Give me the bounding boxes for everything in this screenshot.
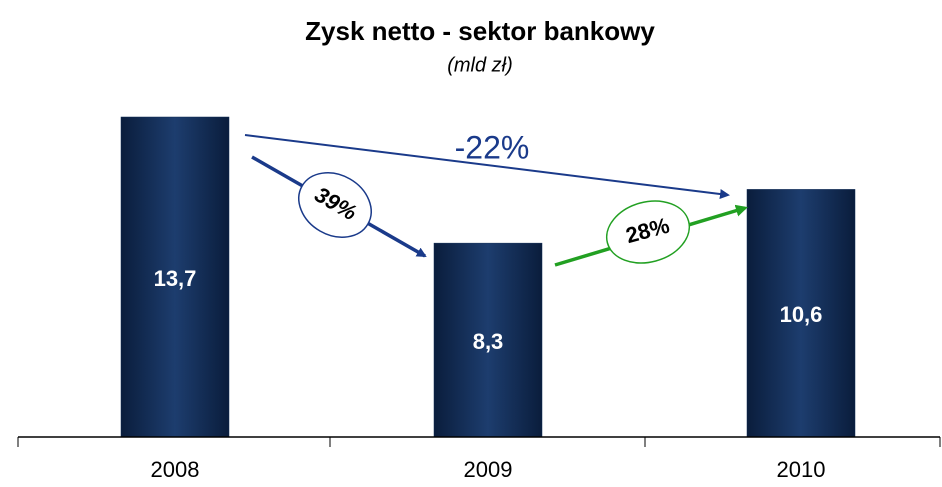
x-tick-label: 2008 [151, 457, 200, 482]
change-label: -22% [455, 129, 530, 165]
change-arrow [244, 134, 730, 199]
bar [120, 116, 230, 438]
chart-title: Zysk netto - sektor bankowy [305, 16, 655, 46]
value-label: 13,7 [154, 266, 197, 291]
bar [746, 189, 856, 438]
x-tick-label: 2009 [464, 457, 513, 482]
value-label: 10,6 [780, 302, 823, 327]
change-bubble [298, 172, 372, 238]
bar [433, 242, 543, 438]
x-tick-label: 2010 [777, 457, 826, 482]
bars [120, 116, 856, 438]
value-label: 8,3 [473, 329, 504, 354]
change-bubble [605, 200, 691, 264]
chart-subtitle: (mld zł) [447, 54, 513, 76]
